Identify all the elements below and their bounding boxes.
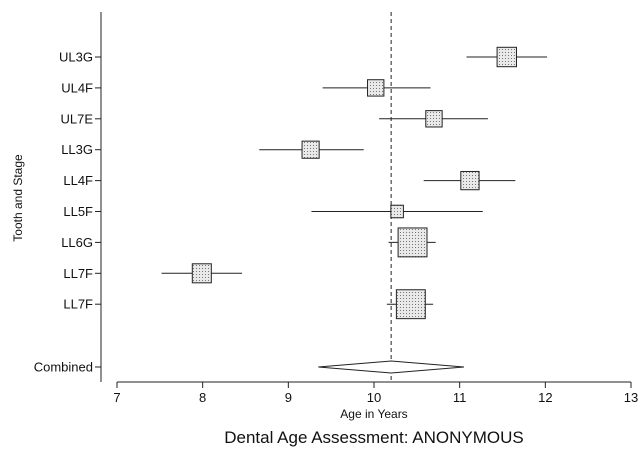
x-tick-label: 8 <box>199 390 206 405</box>
x-axis-title: Age in Years <box>340 407 407 421</box>
x-tick-label: 11 <box>453 390 467 405</box>
row-label: LL3G <box>61 142 93 157</box>
row-label: UL4F <box>61 80 93 95</box>
combined-diamond <box>318 360 464 374</box>
y-axis-title: Tooth and Stage <box>11 154 25 242</box>
combined-label: Combined <box>34 360 93 375</box>
estimate-box <box>496 46 517 68</box>
chart-title: Dental Age Assessment: ANONYMOUS <box>224 428 524 447</box>
row-label: LL5F <box>63 204 93 219</box>
estimate-box <box>191 263 212 284</box>
x-tick-label: 9 <box>285 390 292 405</box>
x-tick-label: 7 <box>113 390 120 405</box>
row-label: LL7F <box>63 297 93 312</box>
x-tick-label: 12 <box>538 390 552 405</box>
row-label: LL6G <box>61 235 93 250</box>
x-tick-label: 10 <box>367 390 381 405</box>
row-label: UL7E <box>60 111 93 126</box>
row-label: LL7F <box>63 266 93 281</box>
estimate-box <box>301 140 320 159</box>
estimate-box <box>460 170 480 191</box>
plot-area: 7 8 9 10 11 12 13 UL3G UL4F UL7E LL3G LL4F LL5F LL6G L… <box>34 12 638 405</box>
estimate-box <box>367 79 385 97</box>
estimate-box <box>425 110 443 128</box>
estimate-box <box>397 227 428 258</box>
estimate-box <box>395 289 426 320</box>
x-tick-label: 13 <box>624 390 638 405</box>
row-label: LL4F <box>63 173 93 188</box>
row-label: UL3G <box>59 50 93 65</box>
estimate-box <box>390 204 404 219</box>
